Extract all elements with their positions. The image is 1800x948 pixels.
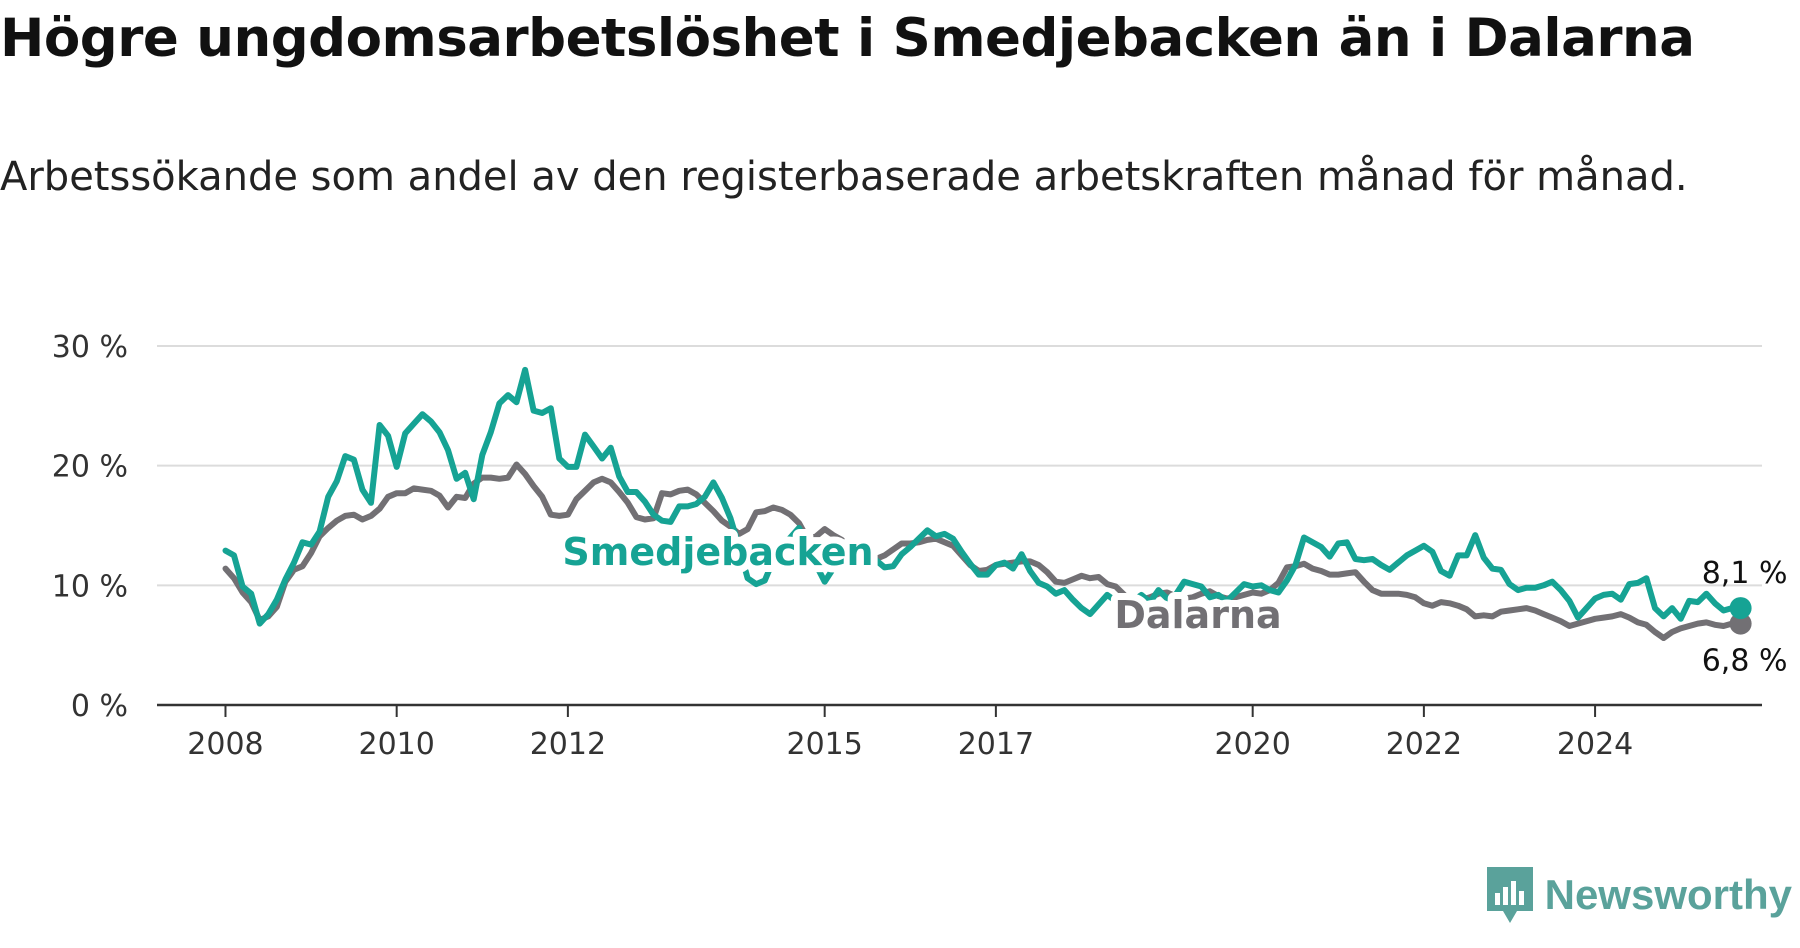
x-tick-label: 2015 [787, 727, 863, 762]
chart-title: Högre ungdomsarbetslöshet i Smedjebacken… [0, 8, 1695, 69]
x-tick-label: 2022 [1386, 727, 1462, 762]
x-tick-label: 2024 [1557, 727, 1633, 762]
x-tick-label: 2020 [1215, 727, 1291, 762]
series-label-smedjebacken: Smedjebacken [562, 530, 873, 574]
series-line-dalarna [222, 461, 1744, 641]
newsworthy-icon [1486, 867, 1533, 923]
y-tick-label: 0 % [71, 689, 128, 724]
series-label-smedjebacken-halo: Smedjebacken [562, 530, 873, 574]
chart-subtitle: Arbetssökande som andel av den registerb… [0, 154, 1688, 200]
series-label-dalarna: Dalarna [1114, 593, 1281, 637]
x-tick-label: 2008 [187, 727, 263, 762]
y-tick-label: 10 % [52, 569, 128, 604]
end-label-dalarna: 6,8 % [1702, 644, 1788, 679]
end-point-dalarna [1729, 612, 1752, 635]
brand-name: Newsworthy [1544, 871, 1792, 918]
brand-logo: Newsworthy [1485, 866, 1792, 924]
y-tick-label: 20 % [52, 450, 128, 485]
series-line-smedjebacken [222, 366, 1744, 627]
x-tick-label: 2010 [359, 727, 435, 762]
y-tick-label: 30 % [52, 330, 128, 365]
x-tick-label: 2017 [958, 727, 1034, 762]
x-tick-label: 2012 [530, 727, 606, 762]
end-point-smedjebacken [1729, 597, 1752, 620]
end-label-smedjebacken: 8,1 % [1702, 556, 1788, 591]
series-label-dalarna-halo: Dalarna [1114, 593, 1281, 637]
